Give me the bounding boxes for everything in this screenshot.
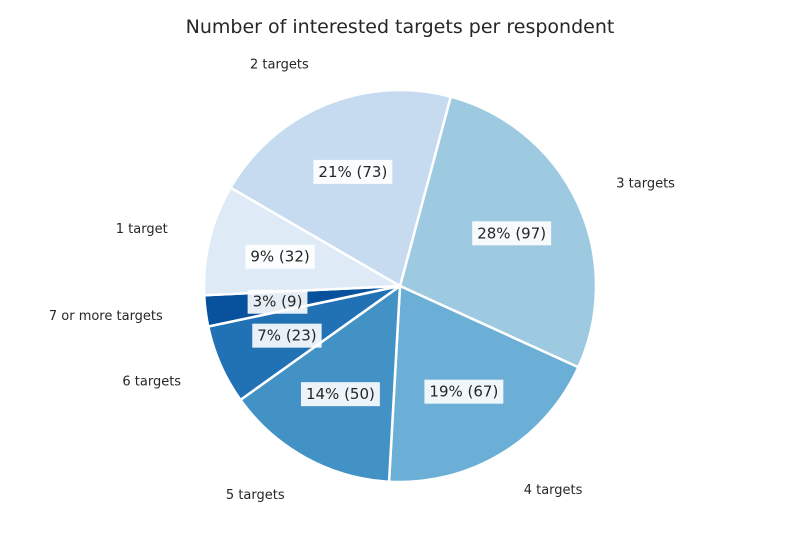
percent-label-text: 3% (9)	[253, 293, 303, 311]
pie-slice-2-targets	[229, 88, 452, 288]
slice-label-5-targets: 5 targets	[226, 488, 285, 503]
pie-labels: 3 targets 28% (97) 4 targets 19% (67) 5 targ…	[49, 57, 675, 502]
percent-label-text: 14% (50)	[306, 385, 375, 403]
slice-label-4-targets: 4 targets	[524, 483, 583, 498]
pie-slices	[202, 88, 598, 484]
percent-label-6-targets: 7% (23)	[252, 323, 322, 348]
percent-label-4-targets: 19% (67)	[424, 379, 504, 404]
slice-label-7-or-more-targets: 7 or more targets	[49, 309, 163, 324]
percent-label-1-target: 9% (32)	[245, 244, 315, 269]
percent-label-text: 19% (67)	[429, 383, 498, 401]
percent-label-box	[300, 382, 380, 407]
slice-label-6-targets: 6 targets	[122, 375, 181, 390]
percent-label-text: 28% (97)	[477, 224, 546, 242]
percent-label-7-or-more-targets: 3% (9)	[247, 289, 308, 314]
slice-label-3-targets: 3 targets	[616, 176, 675, 191]
percent-label-text: 9% (32)	[250, 248, 309, 266]
slice-label-2-targets: 2 targets	[250, 57, 309, 72]
percent-label-text: 21% (73)	[318, 163, 387, 181]
percent-label-5-targets: 14% (50)	[300, 382, 380, 407]
percent-label-3-targets: 28% (97)	[472, 221, 552, 246]
slice-label-1-target: 1 target	[116, 222, 168, 237]
percent-label-2-targets: 21% (73)	[313, 159, 393, 184]
percent-label-box	[247, 289, 308, 314]
percent-label-text: 7% (23)	[257, 327, 316, 345]
percent-label-box	[252, 323, 322, 348]
chart-title: Number of interested targets per respond…	[186, 16, 615, 38]
percent-label-box	[472, 221, 552, 246]
percent-label-box	[313, 159, 393, 184]
percent-label-box	[424, 379, 504, 404]
percent-label-box	[245, 244, 315, 269]
